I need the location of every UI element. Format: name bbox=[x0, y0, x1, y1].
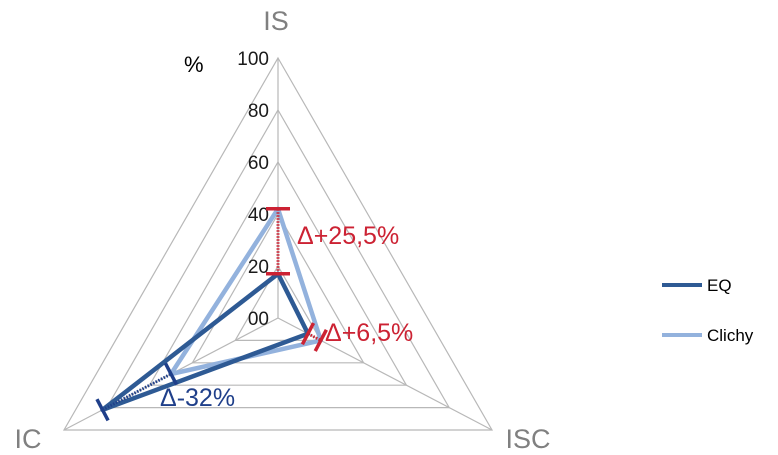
annotation-is: Δ+25,5% bbox=[297, 222, 399, 250]
axis-label-isc: ISC bbox=[505, 424, 550, 454]
series-layer bbox=[100, 206, 324, 413]
axis-label-ic: IC bbox=[15, 424, 42, 454]
tick-label: 00 bbox=[248, 309, 269, 330]
tick-label: 100 bbox=[237, 49, 269, 70]
delta-ic-cap bbox=[95, 398, 110, 422]
annotation-ic: Δ-32% bbox=[160, 384, 235, 412]
legend: EQ Clichy bbox=[662, 276, 754, 345]
tick-label: 80 bbox=[248, 101, 269, 122]
delta-isc-cap bbox=[313, 328, 328, 352]
delta-ic-line bbox=[101, 372, 172, 412]
axis-label-is: IS bbox=[263, 6, 289, 36]
unit-label: % bbox=[184, 52, 204, 77]
radar-grid bbox=[62, 56, 494, 431]
delta-ic-cap bbox=[163, 362, 179, 386]
grid-ring bbox=[105, 108, 451, 409]
tick-label: 60 bbox=[248, 153, 269, 174]
legend-label-clichy: Clichy bbox=[707, 326, 754, 345]
delta-isc-cap bbox=[300, 322, 316, 346]
grid-ring bbox=[148, 160, 408, 386]
tick-label: 20 bbox=[248, 257, 269, 278]
grid-ring bbox=[234, 264, 322, 341]
grid-ring bbox=[191, 212, 365, 364]
legend-label-eq: EQ bbox=[707, 276, 732, 295]
tick-label: 40 bbox=[248, 205, 269, 226]
grid-ring bbox=[62, 56, 494, 431]
delta-isc-line bbox=[307, 332, 322, 342]
annotation-isc: Δ+6,5% bbox=[325, 319, 413, 347]
delta-markers bbox=[95, 207, 328, 422]
series-eq bbox=[100, 271, 311, 413]
radial-tick-labels: 00 20 40 60 80 100 bbox=[237, 49, 269, 330]
